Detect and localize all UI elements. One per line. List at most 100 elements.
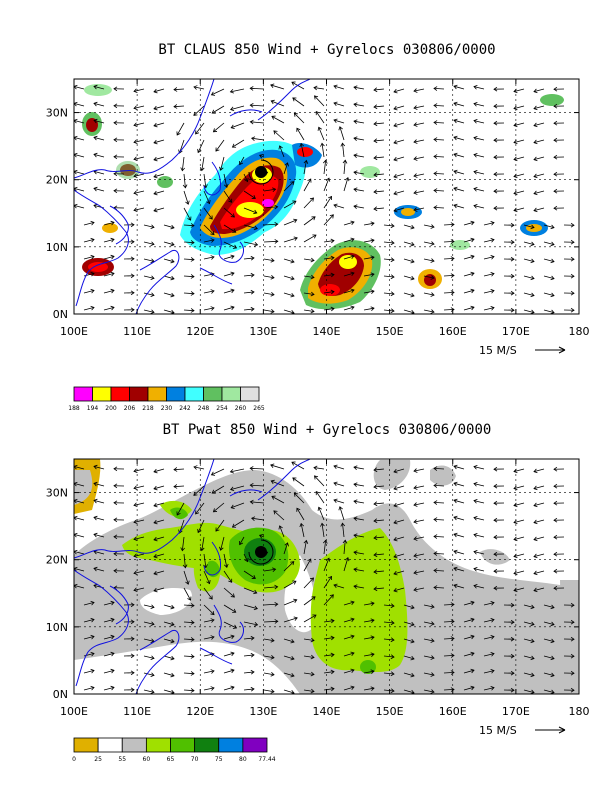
colorbar-label: 242 xyxy=(179,405,191,412)
wind-vector xyxy=(363,686,375,691)
wind-vector xyxy=(263,187,277,192)
wind-vector xyxy=(413,587,425,592)
wind-vector xyxy=(199,536,205,552)
wind-vector xyxy=(353,187,365,192)
wind-vector xyxy=(373,569,385,575)
wind-vector xyxy=(183,671,195,676)
wind-vector xyxy=(513,468,525,474)
wind-vector xyxy=(493,551,505,557)
wind-vector xyxy=(199,156,205,172)
wind-vector xyxy=(383,620,395,626)
wind-vector xyxy=(203,173,208,189)
wind-vector xyxy=(313,85,325,91)
wind-vector xyxy=(483,668,495,674)
wind-vector xyxy=(353,499,365,504)
wind-vector xyxy=(203,224,215,236)
wind-vector xyxy=(273,510,285,521)
wind-vector xyxy=(413,207,425,212)
wind-vector xyxy=(343,651,355,657)
wind-vector xyxy=(473,498,485,504)
wind-vector xyxy=(283,181,295,192)
wind-vector xyxy=(103,600,115,606)
wind-vector xyxy=(393,468,405,474)
wind-vector xyxy=(493,483,505,489)
wind-vector xyxy=(243,621,259,627)
wind-vector xyxy=(163,224,175,230)
wind-vector xyxy=(433,551,445,556)
wind-vector xyxy=(473,135,485,141)
wind-vector xyxy=(133,139,145,145)
wind-vector xyxy=(303,291,315,297)
wind-vector xyxy=(103,634,115,640)
wind-vector xyxy=(403,275,415,281)
wind-vector xyxy=(373,518,385,524)
wind-vector xyxy=(403,258,415,264)
wind-vector xyxy=(473,169,485,175)
wind-vector xyxy=(503,619,515,625)
colorbar-swatch xyxy=(203,386,223,402)
wind-vector xyxy=(413,88,425,93)
wind-vector xyxy=(393,536,405,542)
wind-vector xyxy=(113,137,125,143)
wind-vector xyxy=(363,221,375,226)
wind-vector xyxy=(383,671,395,677)
wind-vector xyxy=(243,604,258,611)
wind-vector xyxy=(203,207,213,220)
wind-vector xyxy=(353,567,365,572)
wind-vector xyxy=(123,273,135,279)
wind-vector xyxy=(553,534,565,540)
wind-vector xyxy=(483,685,495,691)
wind-vector xyxy=(258,154,265,159)
y-tick-label: 20N xyxy=(46,174,68,187)
wind-vector xyxy=(212,502,225,513)
wind-vector xyxy=(263,308,275,314)
wind-vector xyxy=(243,289,255,295)
wind-vector xyxy=(263,584,279,590)
wind-vector xyxy=(123,307,135,313)
wind-vector xyxy=(251,516,265,521)
wind-vector xyxy=(503,670,515,676)
wind-vector xyxy=(74,135,85,141)
colorbar-label: 200 xyxy=(105,405,117,412)
wind-vector xyxy=(293,112,305,124)
colorbar-label: 248 xyxy=(198,405,210,412)
wind-vector xyxy=(493,205,505,211)
x-tick-label: 100E xyxy=(60,705,88,718)
wind-vector xyxy=(113,86,125,92)
x-tick-label: 170E xyxy=(502,325,530,338)
wind-vector xyxy=(553,466,565,472)
wind-vector xyxy=(153,485,165,491)
wind-vector xyxy=(413,553,425,558)
y-tick-label: 0N xyxy=(53,688,68,701)
wind-vector xyxy=(283,598,298,606)
wind-vector xyxy=(363,289,375,294)
wind-vector xyxy=(113,534,125,540)
wind-vector xyxy=(263,688,275,694)
wind-vector xyxy=(183,587,192,601)
wind-vector xyxy=(423,224,435,229)
wind-vector xyxy=(133,570,145,576)
wind-vector xyxy=(153,122,165,128)
wind-vector xyxy=(163,292,175,298)
wind-vector xyxy=(473,464,485,470)
wind-vector xyxy=(533,173,545,179)
wind-vector xyxy=(473,566,485,572)
colorbar-swatch xyxy=(121,737,147,753)
wind-vector xyxy=(393,502,405,508)
wind-vector xyxy=(513,207,525,213)
wind-vector xyxy=(143,604,155,610)
wind-vector xyxy=(323,255,335,261)
wind-vector xyxy=(533,519,545,525)
wind-vector xyxy=(453,515,465,521)
wind-vector xyxy=(323,159,328,175)
wind-vector xyxy=(74,515,85,521)
colorbar-swatch xyxy=(242,737,268,753)
x-tick-label: 120E xyxy=(186,705,214,718)
wind-vector xyxy=(563,687,575,693)
wind-vector xyxy=(553,86,565,92)
wind-vector xyxy=(413,485,425,490)
wind-vector xyxy=(553,103,565,109)
wind-vector xyxy=(323,652,335,658)
panel-1-title: BT CLAUS 850 Wind + Gyrelocs 030806/0000 xyxy=(158,42,495,58)
wind-vector xyxy=(513,173,525,179)
